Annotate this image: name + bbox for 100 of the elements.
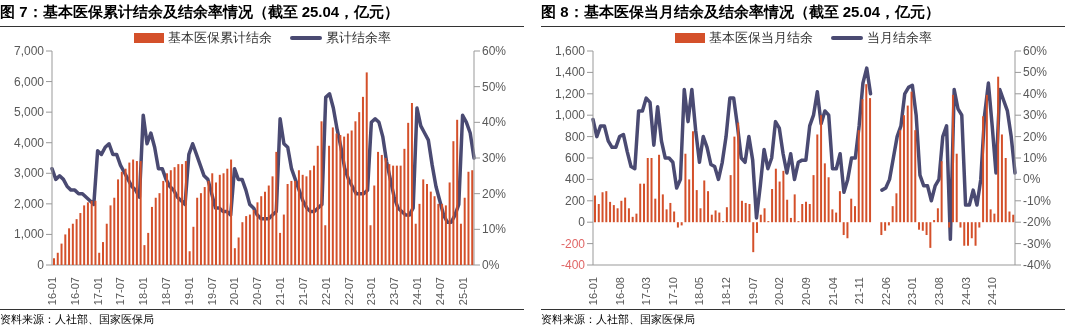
bar [691,131,694,223]
x-tick-label: 18-07 [160,277,173,306]
bar [177,164,180,265]
bar [222,173,225,265]
x-tick-label: 24-03 [959,277,972,306]
x-tick-label: 16-01 [46,277,58,306]
x-tick-label: 24-10 [986,277,999,306]
bar [275,151,278,265]
bar [869,98,872,223]
bar [377,151,380,265]
bar [429,191,432,265]
y2-tick-label: 40% [1023,86,1048,101]
bar [94,200,97,265]
y2-tick-label: 40% [482,115,507,130]
bar [597,204,600,223]
y2-tick-label: -10% [1023,193,1052,208]
x-tick-label: 16-08 [613,277,626,306]
y-tick-label: 1,200 [554,86,586,101]
bar [707,191,710,223]
bar [135,161,138,265]
bar [373,185,376,265]
y2-tick-label: 50% [1023,65,1048,80]
legend-label: 基本医保累计结余 [167,29,272,47]
x-tick-label: 22-06 [879,277,892,306]
bar [661,194,664,223]
bar [154,197,157,265]
y-tick-label: 7,000 [13,44,45,58]
bar [331,127,334,265]
x-tick-label: 23-07 [388,277,401,306]
bar [718,212,721,223]
y2-tick-label: 30% [1023,108,1048,123]
bar [354,121,357,265]
bar [335,133,338,265]
bar [456,119,459,265]
bar [316,145,319,265]
text: 资料来源：人社部、国家医保局 [0,313,154,325]
bar [846,222,849,239]
bar [631,216,634,223]
bar [827,177,830,223]
bar [884,222,887,231]
bar [166,173,169,265]
y2-tick-label: 0% [482,258,500,272]
bar [820,115,823,223]
bar [639,183,642,223]
y-tick-label: 800 [564,129,586,144]
y2-tick-label: 60% [482,44,507,58]
bar [771,189,774,223]
bar [642,183,645,223]
bar [459,223,462,265]
bar [120,171,123,265]
bar [676,222,679,228]
bar [650,158,653,223]
y2-tick-label: 60% [1023,44,1048,58]
bar [79,213,82,265]
x-tick-label: 21-04 [826,277,839,306]
bar [594,195,596,223]
bar [301,174,304,265]
y-tick-label: 1,000 [13,227,45,242]
x-tick-label: 20-01 [228,277,241,306]
bar [970,222,973,239]
bar [426,183,429,265]
bar [782,170,785,223]
bar [56,252,59,265]
bar [230,159,233,265]
bar [933,220,936,223]
bar [695,190,698,223]
y2-tick-label: -40% [1023,258,1052,272]
y-tick-label: 0 [578,215,586,230]
bar [407,122,410,265]
bar [422,179,425,265]
bar [865,84,868,223]
x-tick-label: 17-10 [666,277,679,306]
bar [774,168,777,223]
bar [226,168,229,265]
bar [989,209,992,223]
y2-tick-label: 10% [482,222,507,237]
bar [312,165,315,265]
bar [101,242,104,265]
y-tick-label: 1,400 [554,65,586,80]
bar [816,134,819,223]
bar [853,206,856,223]
bar [646,158,649,223]
x-tick-label: 19-01 [182,277,195,306]
bar [955,153,958,223]
bar [207,180,210,265]
y-tick-label: 6,000 [13,74,45,89]
bar [392,165,395,265]
bar [669,202,672,223]
bar [471,170,474,265]
bar [211,173,214,265]
x-tick-label: 20-02 [773,277,786,306]
x-tick-label: 18-01 [137,277,150,306]
bar [53,258,55,265]
bar [985,94,988,223]
legend-label: 当月结余率 [866,29,932,47]
y2-tick-label: -20% [1023,215,1052,230]
bar [967,222,970,246]
bar [267,185,270,265]
bar [286,183,289,265]
bar [433,196,436,265]
